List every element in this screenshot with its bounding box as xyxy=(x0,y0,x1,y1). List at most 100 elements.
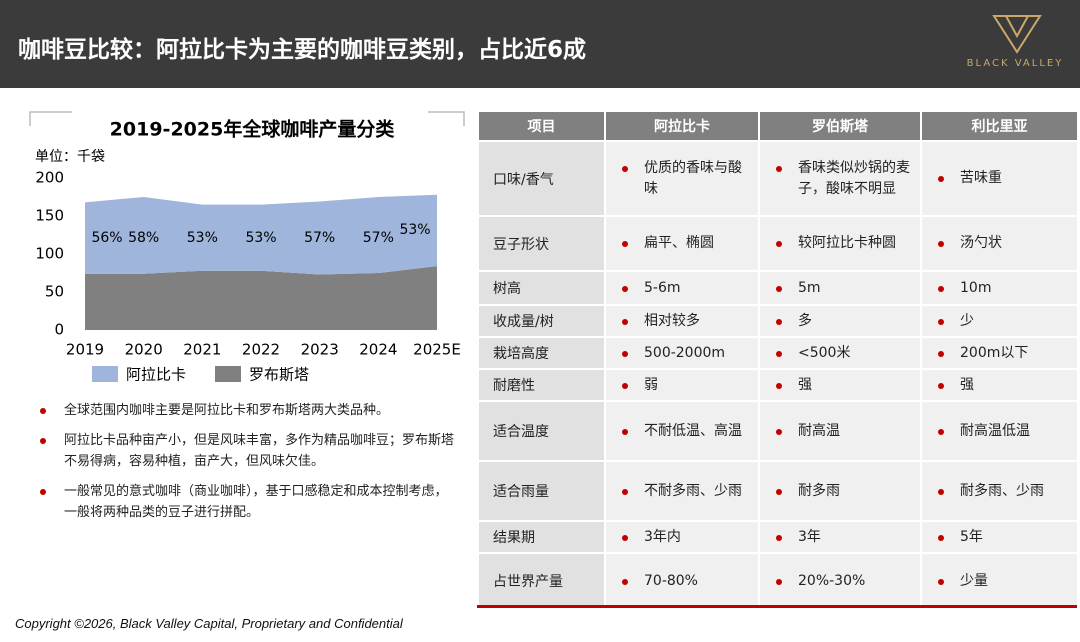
y-tick-label: 200 xyxy=(35,169,64,187)
legend-label: 阿拉比卡 xyxy=(126,366,186,384)
table-cell: 70-80% xyxy=(604,552,760,610)
table-cell: 耐高温低温 xyxy=(920,400,1079,462)
cell-text: 3年内 xyxy=(614,527,750,548)
table-row: 适合雨量 不耐多雨、少雨 耐多雨 耐多雨、少雨 xyxy=(477,460,1079,522)
cell-text: 不耐低温、高温 xyxy=(614,421,750,442)
table-cell: 3年 xyxy=(758,520,922,554)
bullet: 一般常见的意式咖啡（商业咖啡），基于口感稳定和成本控制考虑，一般将两种品类的豆子… xyxy=(38,481,458,523)
table-cell: 扁平、椭圆 xyxy=(604,215,760,272)
x-tick-label: 2019 xyxy=(66,341,104,359)
cell-text: 优质的香味与酸味 xyxy=(614,158,750,200)
table-cell: 耐高温 xyxy=(758,400,922,462)
table-cell: 多 xyxy=(758,304,922,338)
chart: 2019-2025年全球咖啡产量分类 单位：千袋 0 50 100 150 200 201… xyxy=(29,111,465,384)
cell-text: 苦味重 xyxy=(930,168,1069,189)
table-cell: 强 xyxy=(758,368,922,402)
area xyxy=(85,266,437,330)
row-label: 豆子形状 xyxy=(477,215,606,272)
table-cell: 10m xyxy=(920,270,1079,306)
table-cell: 弱 xyxy=(604,368,760,402)
area xyxy=(85,194,437,275)
y-axis-label: 单位：千袋 xyxy=(35,149,105,165)
y-tick-label: 150 xyxy=(35,207,64,225)
cell-text: 5m xyxy=(768,278,912,299)
table-cell: 香味类似炒锅的麦子，酸味不明显 xyxy=(758,140,922,217)
table-cell: 200m以下 xyxy=(920,336,1079,370)
cell-text: 多 xyxy=(768,311,912,332)
table-cell: 不耐多雨、少雨 xyxy=(604,460,760,522)
cell-text: 200m以下 xyxy=(930,343,1069,364)
column-header: 阿拉比卡 xyxy=(604,110,760,142)
table-row: 栽培高度 500-2000m <500米 200m以下 xyxy=(477,336,1079,370)
logo-mark xyxy=(992,15,1042,54)
table-cell: 苦味重 xyxy=(920,140,1079,217)
cell-text: 3年 xyxy=(768,527,912,548)
cell-text: 汤勺状 xyxy=(930,233,1069,254)
table-cell: 强 xyxy=(920,368,1079,402)
cell-text: 10m xyxy=(930,278,1069,299)
table-cell: 耐多雨、少雨 xyxy=(920,460,1079,522)
header-bar: 咖啡豆比较：阿拉比卡为主要的咖啡豆类别，占比近6成 BLACK VALLEY xyxy=(0,0,1080,88)
x-tick-label: 2020 xyxy=(125,341,163,359)
table-row: 树高 5-6m 5m 10m xyxy=(477,270,1079,306)
row-label: 占世界产量 xyxy=(477,552,606,610)
logo-text: BLACK VALLEY xyxy=(966,58,1064,69)
cell-text: 香味类似炒锅的麦子，酸味不明显 xyxy=(768,158,912,200)
cell-text: 少量 xyxy=(930,571,1069,592)
cell-text: 强 xyxy=(768,375,912,396)
row-label: 适合雨量 xyxy=(477,460,606,522)
table-row: 耐磨性弱强强 xyxy=(477,368,1079,402)
table-header: 项目 阿拉比卡 罗伯斯塔 利比里亚 xyxy=(477,110,1079,142)
table-cell: 汤勺状 xyxy=(920,215,1079,272)
y-tick-label: 0 xyxy=(54,321,64,339)
share-label: 56% xyxy=(91,230,122,246)
table-row: 口味/香气 优质的香味与酸味 香味类似炒锅的麦子，酸味不明显 苦味重 xyxy=(477,140,1079,217)
table-rule xyxy=(477,605,1077,608)
share-label: 58% xyxy=(128,230,159,246)
table-cell: 优质的香味与酸味 xyxy=(604,140,760,217)
legend-label: 罗布斯塔 xyxy=(249,366,309,384)
cell-text: 少 xyxy=(930,311,1069,332)
share-label: 53% xyxy=(399,222,430,238)
table-row: 豆子形状 扁平、椭圆 较阿拉比卡种圆 汤勺状 xyxy=(477,215,1079,272)
legend-swatch xyxy=(215,366,241,382)
cell-text: 较阿拉比卡种圆 xyxy=(768,233,912,254)
share-label: 57% xyxy=(363,230,394,246)
chart-title: 2019-2025年全球咖啡产量分类 xyxy=(110,118,395,141)
share-label: 53% xyxy=(187,230,218,246)
cell-text: 强 xyxy=(930,375,1069,396)
cell-text: 耐多雨、少雨 xyxy=(930,481,1069,502)
x-tick-label: 2023 xyxy=(301,341,339,359)
x-tick-label: 2024 xyxy=(359,341,397,359)
row-label: 收成量/树 xyxy=(477,304,606,338)
x-tick-label: 2022 xyxy=(242,341,280,359)
x-tick-label: 2025E xyxy=(413,341,461,359)
comparison-table: 项目 阿拉比卡 罗伯斯塔 利比里亚 口味/香气 优质的香味与酸味 香味类似炒锅的麦子，酸味… xyxy=(477,110,1079,610)
slide-title: 咖啡豆比较：阿拉比卡为主要的咖啡豆类别，占比近6成 xyxy=(18,37,587,63)
row-label: 适合温度 xyxy=(477,400,606,462)
table-cell: 少 xyxy=(920,304,1079,338)
table-row: 收成量/树 相对较多多少 xyxy=(477,304,1079,338)
table-row: 适合温度 不耐低温、高温 耐高温 耐高温低温 xyxy=(477,400,1079,462)
table-cell: 20%-30% xyxy=(758,552,922,610)
cell-text: 扁平、椭圆 xyxy=(614,233,750,254)
table-cell: 耐多雨 xyxy=(758,460,922,522)
footer: Copyright ©2026, Black Valley Capital, P… xyxy=(15,616,403,631)
bullet-list: 全球范围内咖啡主要是阿拉比卡和罗布斯塔两大类品种。 阿拉比卡品种亩产小，但是风味丰… xyxy=(38,400,458,532)
row-label: 耐磨性 xyxy=(477,368,606,402)
cell-text: 不耐多雨、少雨 xyxy=(614,481,750,502)
bullet: 阿拉比卡品种亩产小，但是风味丰富，多作为精品咖啡豆；罗布斯塔不易得病，容易种植，… xyxy=(38,430,458,472)
table-cell: 5年 xyxy=(920,520,1079,554)
y-tick-label: 50 xyxy=(45,283,64,301)
legend-swatch xyxy=(92,366,118,382)
cell-text: <500米 xyxy=(768,343,912,364)
table-cell: <500米 xyxy=(758,336,922,370)
table-cell: 5-6m xyxy=(604,270,760,306)
cell-text: 相对较多 xyxy=(614,311,750,332)
row-label: 栽培高度 xyxy=(477,336,606,370)
cell-text: 耐高温 xyxy=(768,421,912,442)
table-cell: 少量 xyxy=(920,552,1079,610)
table-cell: 500-2000m xyxy=(604,336,760,370)
x-tick-label: 2021 xyxy=(183,341,221,359)
